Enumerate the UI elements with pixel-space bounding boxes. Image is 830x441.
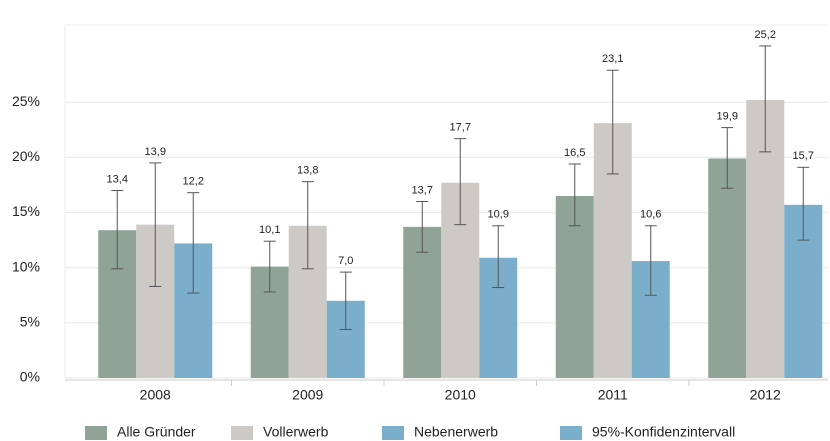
x-tick-label: 2008 (140, 387, 171, 403)
value-label: 10,6 (640, 209, 661, 221)
x-tick-label: 2009 (292, 387, 323, 403)
value-label: 16,5 (564, 147, 585, 159)
value-label: 12,2 (183, 176, 204, 188)
value-label: 13,8 (297, 165, 318, 177)
x-tick-label: 2011 (598, 387, 628, 403)
y-tick-label: 10% (12, 258, 40, 274)
legend-label: Nebenerwerb (414, 424, 498, 440)
legend-label: Alle Gründer (117, 424, 196, 440)
value-label: 13,9 (145, 146, 166, 158)
value-label: 25,2 (755, 29, 776, 41)
value-label: 10,9 (488, 209, 509, 221)
legend-label: Vollerwerb (263, 424, 329, 440)
bar (708, 158, 747, 378)
x-tick-label: 2012 (750, 387, 781, 403)
y-tick-label: 5% (20, 314, 40, 330)
value-label: 23,1 (602, 53, 623, 65)
value-label: 13,7 (412, 184, 433, 196)
legend-swatch (382, 426, 404, 440)
value-label: 19,9 (717, 110, 738, 122)
y-tick-label: 25% (12, 93, 40, 109)
y-tick-label: 15% (12, 203, 40, 219)
legend-label: 95%-Konfidenzintervall (592, 424, 735, 440)
legend-swatch (85, 426, 107, 440)
y-tick-label: 20% (12, 148, 40, 164)
value-label: 15,7 (793, 150, 814, 162)
bar (555, 195, 594, 378)
y-tick-label: 0% (20, 369, 40, 385)
legend-swatch (560, 426, 582, 440)
value-label: 10,1 (259, 224, 280, 236)
value-label: 17,7 (450, 122, 471, 134)
x-tick-label: 2010 (445, 387, 476, 403)
legend-swatch (231, 426, 253, 440)
value-label: 13,4 (107, 173, 128, 185)
value-label: 7,0 (338, 255, 353, 267)
